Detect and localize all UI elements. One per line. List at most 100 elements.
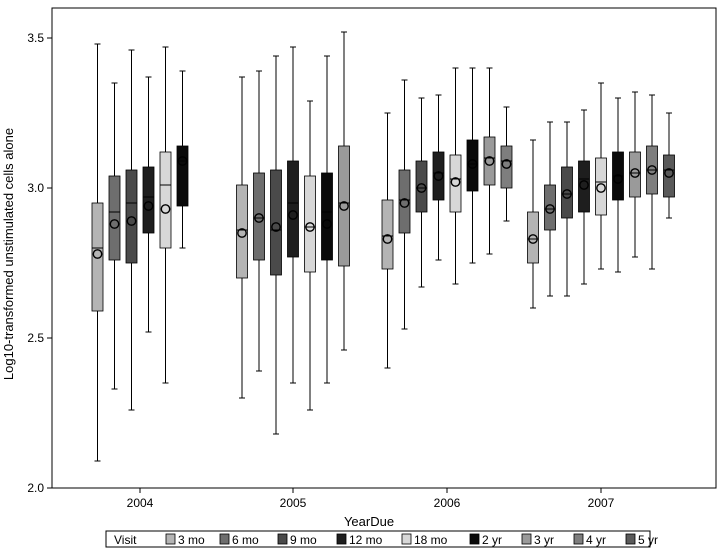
legend-label: 5 yr <box>638 533 658 547</box>
box-iqr <box>321 172 333 261</box>
box-iqr <box>159 151 172 249</box>
box-mean-marker <box>109 219 120 229</box>
box-6-mo-2006 <box>398 79 411 330</box>
box-18-mo-2005 <box>304 100 316 411</box>
box-mean-marker <box>382 234 393 244</box>
x-axis-title: YearDue <box>344 514 394 529</box>
box-iqr <box>253 172 265 261</box>
box-mean-marker <box>545 204 555 214</box>
box-3-mo-2004 <box>91 43 104 462</box>
box-iqr <box>544 184 556 231</box>
legend-item-9-mo: 9 mo <box>277 533 317 547</box>
legend-label: 2 yr <box>482 533 502 547</box>
box-3-mo-2006 <box>381 112 394 369</box>
legend-swatch <box>573 533 584 545</box>
box-iqr <box>338 145 350 267</box>
legend-label: 3 mo <box>178 533 205 547</box>
x-tick-label: 2007 <box>588 496 615 510</box>
box-mean-marker <box>501 159 512 169</box>
box-mean-marker <box>630 168 640 178</box>
box-iqr <box>449 154 462 213</box>
box-iqr <box>629 151 641 198</box>
box-mean-marker <box>433 171 444 181</box>
box-3-mo-2007 <box>527 139 539 309</box>
box-mean-marker <box>237 228 247 238</box>
box-4-yr-2006 <box>500 106 513 222</box>
box-mean-marker <box>92 249 103 259</box>
legend-label: 3 yr <box>534 533 554 547</box>
box-mean-marker <box>596 183 606 193</box>
legend: Visit 3 mo 6 mo 9 mo 12 mo 18 mo 2 yr 3 yr 4 yr… <box>105 530 658 548</box>
box-iqr <box>432 151 445 201</box>
legend-item-6-mo: 6 mo <box>219 533 259 547</box>
plot-area: 2.0 2.5 3.0 3.5 2004 2005 2006 2007 <box>27 7 717 510</box>
box-4-yr-2007 <box>646 94 658 270</box>
box-6-mo-2007 <box>544 121 556 297</box>
box-iqr <box>304 175 316 273</box>
box-9-mo-2006 <box>415 97 428 288</box>
box-3-yr-2006 <box>483 67 496 255</box>
legend-label: 18 mo <box>414 533 448 547</box>
y-axis-title: Log10-transformed unstimulated cells alo… <box>1 128 16 380</box>
box-iqr <box>415 160 428 213</box>
box-6-mo-2005 <box>253 70 265 372</box>
legend-swatch <box>521 533 532 545</box>
box-mean-marker <box>160 204 171 214</box>
box-12-mo-2007 <box>578 109 590 285</box>
box-3-mo-2005 <box>236 76 248 399</box>
box-12-mo-2004 <box>142 76 155 333</box>
box-12-mo-2005 <box>287 46 299 384</box>
y-tick-label: 2.0 <box>27 481 44 495</box>
box-mean-marker <box>450 177 461 187</box>
box-9-mo-2005 <box>270 55 282 435</box>
x-tick-label: 2004 <box>127 496 154 510</box>
box-mean-marker <box>271 222 281 232</box>
y-tick-label: 3.5 <box>27 31 44 45</box>
box-5-yr-2007 <box>663 112 675 219</box>
legend-title: Visit <box>114 533 137 547</box>
legend-label: 12 mo <box>349 533 383 547</box>
box-mean-marker <box>647 165 657 175</box>
box-iqr <box>142 166 155 234</box>
legend-swatch <box>219 533 230 545</box>
legend-label: 4 yr <box>586 533 606 547</box>
y-tick-label: 2.5 <box>27 331 44 345</box>
box-mean-marker <box>254 213 264 223</box>
box-iqr <box>483 136 496 186</box>
box-18-mo-2004 <box>159 46 172 384</box>
box-iqr <box>561 166 573 219</box>
plot-frame <box>51 7 717 489</box>
legend-frame <box>105 530 651 548</box>
box-mean-marker <box>613 174 623 184</box>
box-2-yr-2006 <box>466 67 479 264</box>
box-iqr <box>176 145 189 207</box>
box-mean-marker <box>579 180 589 190</box>
legend-swatch <box>336 533 347 545</box>
box-iqr <box>287 160 299 258</box>
box-9-mo-2007 <box>561 121 573 297</box>
legend-swatch <box>625 533 636 545</box>
box-mean-marker <box>177 156 188 166</box>
box-mean-marker <box>664 168 674 178</box>
box-iqr <box>108 175 121 261</box>
box-iqr <box>500 145 513 189</box>
legend-label: 6 mo <box>232 533 259 547</box>
box-iqr <box>91 202 104 312</box>
box-iqr <box>595 157 607 216</box>
box-18-mo-2007 <box>595 82 607 270</box>
box-iqr <box>466 139 479 192</box>
box-2-yr-2007 <box>612 97 624 273</box>
legend-swatch <box>469 533 480 545</box>
box-iqr <box>398 169 411 234</box>
box-3-yr-2007 <box>629 91 641 258</box>
box-6-mo-2004 <box>108 82 121 390</box>
box-mean-marker <box>467 159 478 169</box>
box-iqr <box>527 211 539 264</box>
box-2-yr-2005 <box>321 55 333 384</box>
box-mean-marker <box>288 210 298 220</box>
legend-item-4-yr: 4 yr <box>573 533 606 547</box>
box-mean-marker <box>339 201 349 211</box>
legend-item-18-mo: 18 mo <box>401 533 448 547</box>
